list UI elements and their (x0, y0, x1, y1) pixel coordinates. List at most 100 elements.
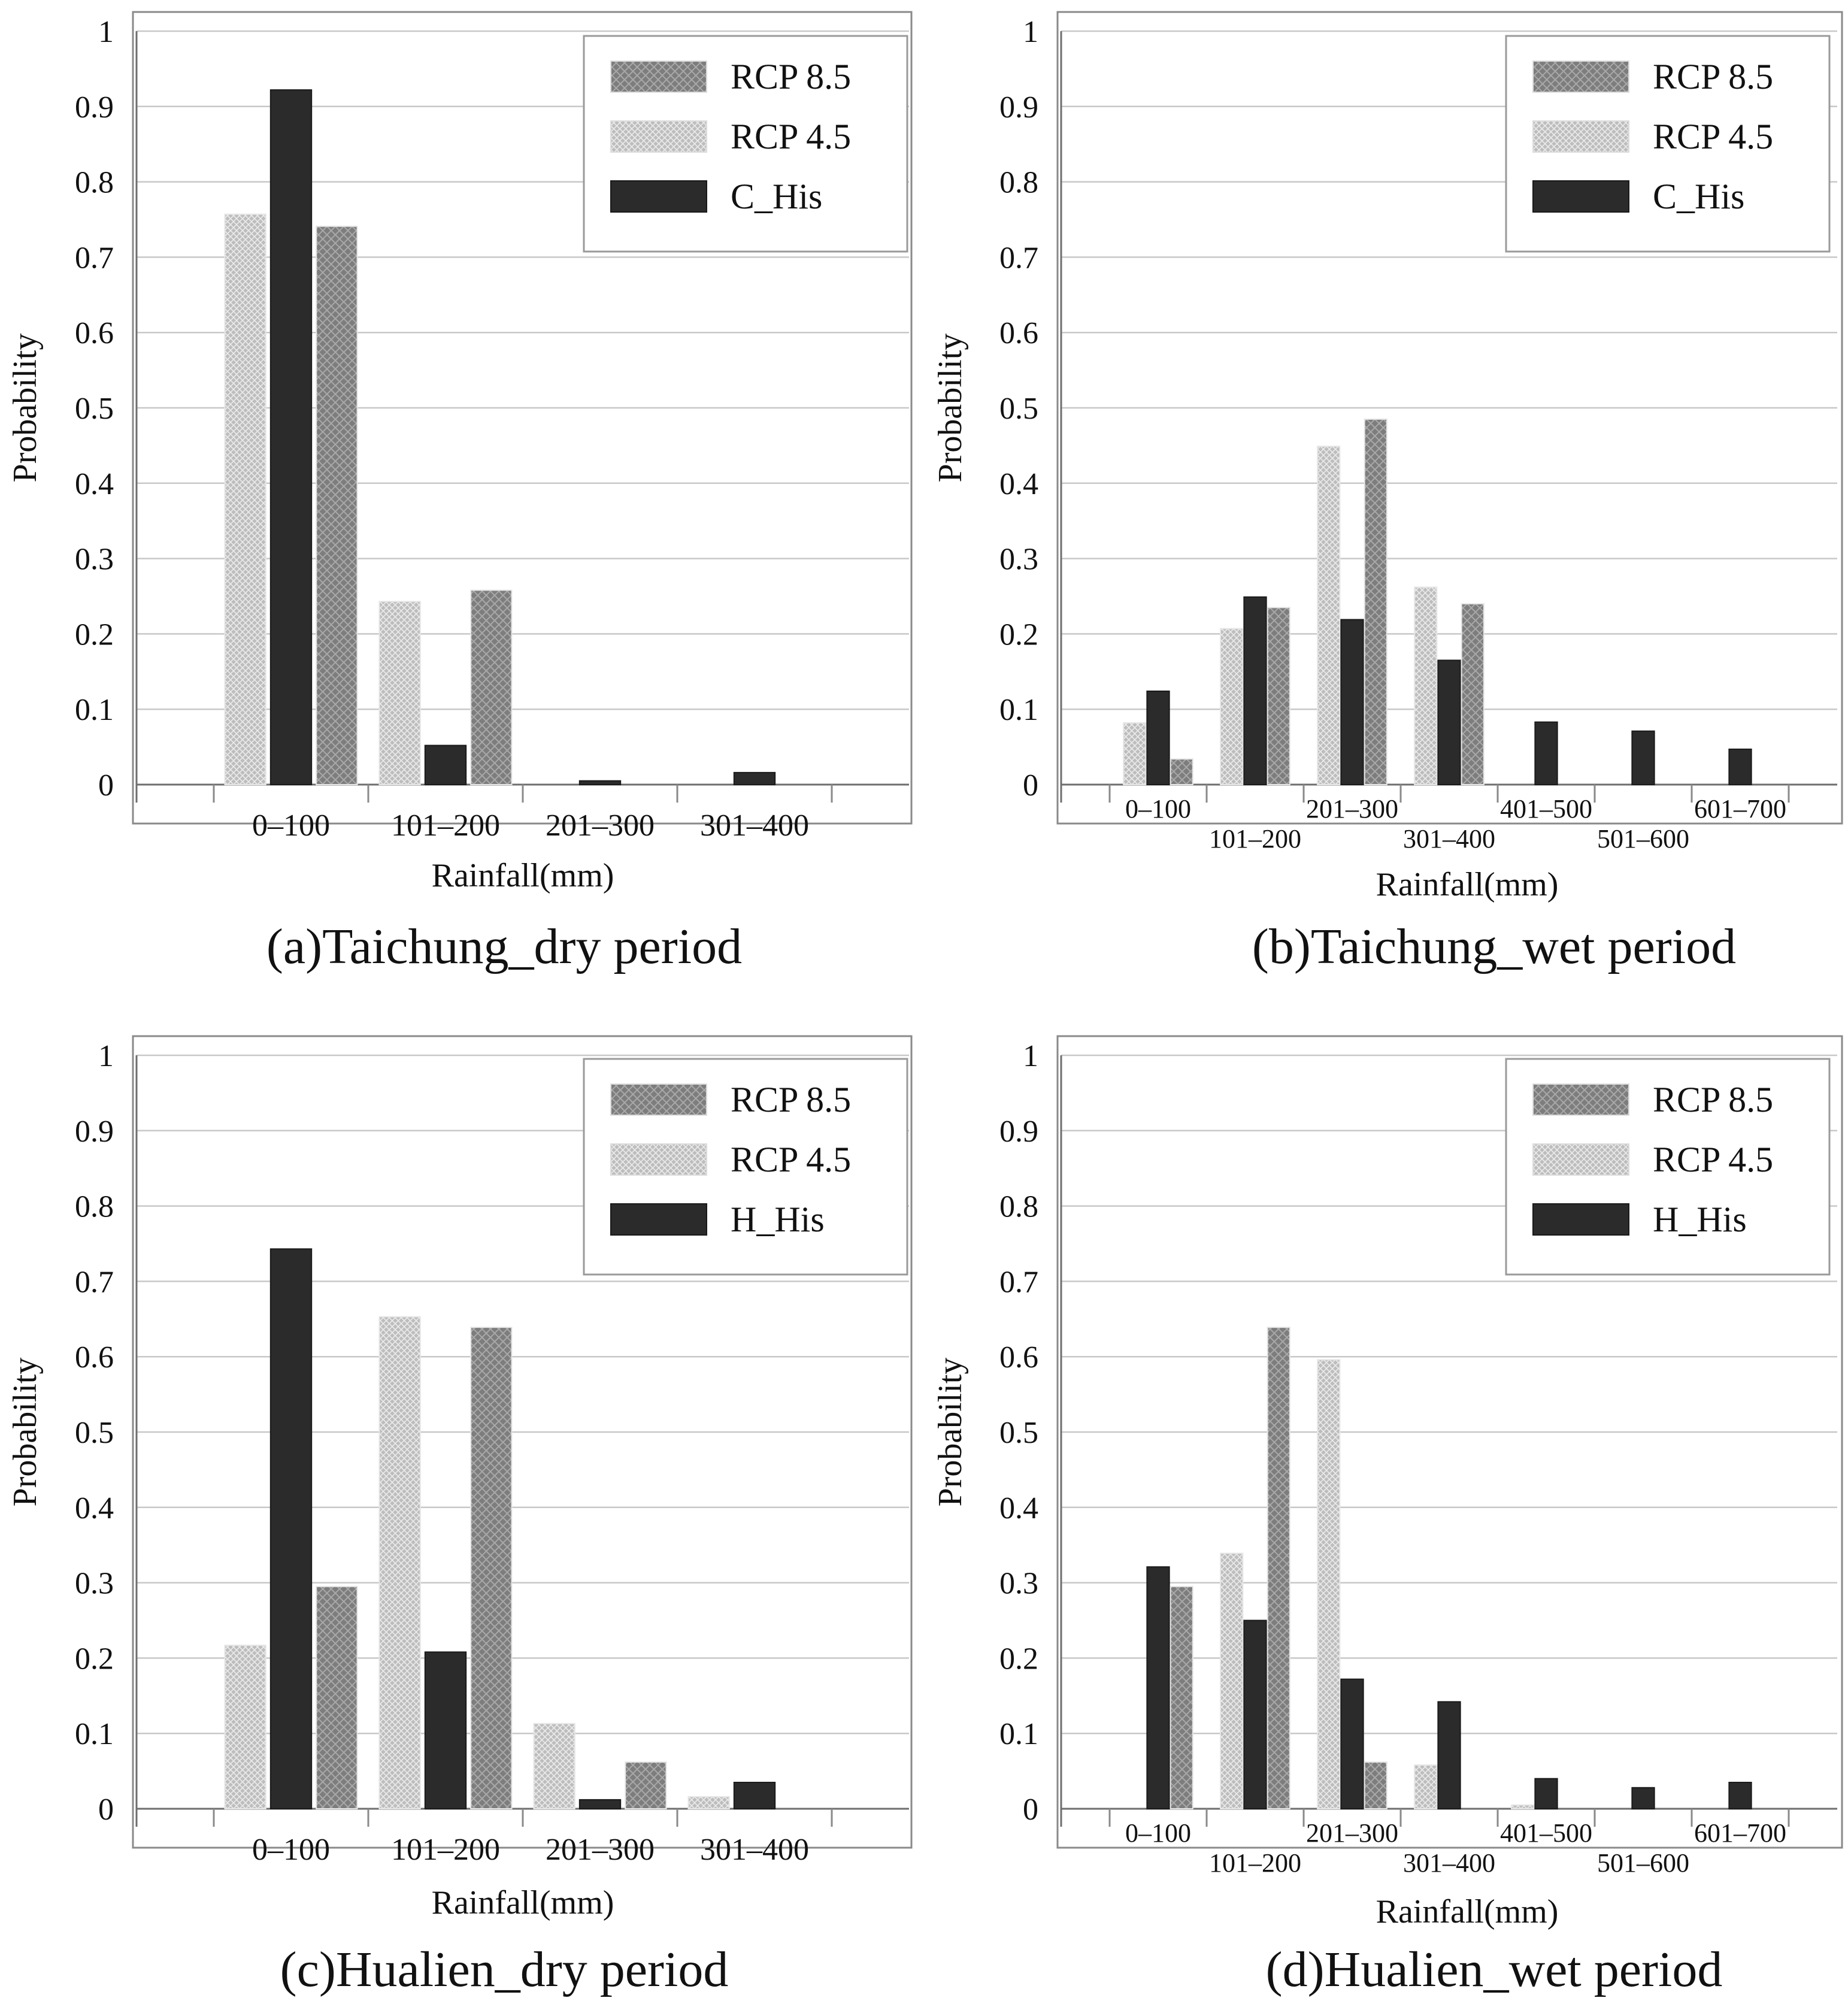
bar-his-6 (1728, 1781, 1752, 1809)
bar-rcp85-1 (470, 589, 513, 785)
legend-label-rcp85: RCP 8.5 (1653, 57, 1773, 96)
panel-caption: (d)Hualien_wet period (1266, 1942, 1723, 1997)
x-tick-label: 0–100 (1125, 1818, 1191, 1848)
chart-panel-2: 0 0.1 0.2 0.3 0.4 0.5 0.6 0.7 0.8 0.9 1 0–100 101–20… (7, 1035, 913, 1997)
x-tick-label: 301–400 (700, 1833, 809, 1867)
y-tick-label: 0.2 (75, 617, 114, 652)
y-tick-label: 0.5 (75, 1416, 114, 1450)
y-tick-label: 0.3 (999, 543, 1038, 577)
x-axis-title: Rainfall(mm) (1376, 866, 1559, 903)
y-tick-label: 0.2 (999, 617, 1038, 652)
bar-his-6 (1728, 748, 1752, 786)
bar-rcp85-0 (316, 225, 358, 785)
bar-his-1 (1243, 1619, 1267, 1809)
legend-label-his: C_His (1653, 177, 1744, 216)
y-tick-label: 0.9 (999, 90, 1038, 125)
y-tick-label: 0.7 (75, 1265, 114, 1299)
bar-rcp45-3 (687, 1796, 730, 1810)
bar-rcp85-3 (1461, 603, 1485, 786)
legend-swatch-his (1532, 1203, 1629, 1236)
x-tick-label: 301–400 (1403, 824, 1495, 853)
bar-his-2 (578, 1799, 622, 1810)
bar-his-3 (1437, 659, 1461, 786)
y-tick-label: 0.7 (75, 241, 114, 275)
panel-caption: (a)Taichung_dry period (266, 919, 742, 974)
y-tick-label: 0.3 (999, 1567, 1038, 1601)
bar-his-5 (1631, 1787, 1655, 1809)
y-tick-label: 0.6 (999, 1340, 1038, 1375)
y-tick-label: 0.9 (75, 1115, 114, 1149)
bar-rcp45-1 (378, 1316, 421, 1809)
y-axis-title: Probability (7, 334, 44, 483)
bar-rcp45-3 (1414, 586, 1438, 785)
y-tick-label: 0.1 (999, 1717, 1038, 1751)
x-tick-label: 601–700 (1694, 1818, 1786, 1848)
legend-label-his: H_His (1653, 1200, 1747, 1239)
y-tick-label: 0.4 (75, 1491, 114, 1525)
y-tick-label: 1 (1023, 15, 1038, 49)
chart-panel-0: 0 0.1 0.2 0.3 0.4 0.5 0.6 0.7 0.8 0.9 1 0–100 101–20… (7, 11, 913, 974)
bar-his-0 (1146, 691, 1170, 786)
y-tick-label: 0.8 (75, 166, 114, 200)
y-tick-label: 0.4 (999, 467, 1038, 501)
bar-his-2 (578, 780, 622, 785)
bar-rcp45-1 (378, 601, 421, 786)
y-tick-label: 0.9 (999, 1115, 1038, 1149)
y-tick-label: 0.4 (999, 1491, 1038, 1525)
legend-label-rcp85: RCP 8.5 (731, 1080, 851, 1119)
x-tick-label: 0–100 (252, 1833, 330, 1867)
x-tick-label: 0–100 (252, 809, 330, 843)
y-tick-label: 1 (98, 1039, 114, 1073)
legend-swatch-his (1532, 180, 1629, 213)
y-tick-label: 0.7 (999, 1265, 1038, 1299)
y-tick-label: 0.6 (75, 316, 114, 350)
bar-rcp45-1 (1220, 1552, 1244, 1810)
legend: RCP 8.5 RCP 4.5 C_His (1505, 35, 1831, 253)
bar-his-3 (733, 771, 776, 785)
bar-rcp45-4 (1511, 1804, 1535, 1809)
bar-rcp85-1 (1267, 607, 1290, 785)
x-tick-label: 101–200 (391, 1833, 500, 1867)
bar-rcp85-2 (1364, 1761, 1387, 1809)
legend-swatch-rcp45 (610, 1143, 707, 1176)
x-tick-label: 101–200 (1209, 1848, 1301, 1878)
y-tick-label: 1 (98, 15, 114, 49)
y-tick-label: 1 (1023, 1039, 1038, 1073)
bar-his-4 (1534, 1778, 1558, 1809)
panel-caption: (b)Taichung_wet period (1252, 919, 1736, 974)
bar-his-1 (424, 1651, 467, 1809)
x-tick-label: 501–600 (1597, 824, 1689, 853)
bar-rcp85-1 (470, 1327, 513, 1809)
legend-label-rcp45: RCP 4.5 (731, 1140, 851, 1179)
plot-frame (132, 11, 913, 825)
x-axis-title: Rainfall(mm) (432, 1884, 614, 1921)
x-tick-label: 101–200 (1209, 824, 1301, 853)
x-tick-label: 201–300 (1306, 794, 1398, 824)
bar-rcp45-2 (1317, 1359, 1341, 1809)
x-axis-title: Rainfall(mm) (1376, 1893, 1559, 1930)
legend-swatch-rcp45 (1532, 120, 1629, 153)
y-axis-title: Probability (7, 1358, 44, 1507)
bar-his-0 (269, 1248, 313, 1809)
bar-his-3 (1437, 1701, 1461, 1810)
legend-swatch-his (610, 180, 707, 213)
y-tick-label: 0.4 (75, 467, 114, 501)
legend-label-his: H_His (731, 1200, 825, 1239)
x-tick-label: 601–700 (1694, 794, 1786, 824)
bar-his-2 (1340, 619, 1364, 786)
x-tick-label: 201–300 (546, 1833, 655, 1867)
y-tick-label: 0.1 (75, 693, 114, 727)
x-tick-label: 201–300 (1306, 1818, 1398, 1848)
legend-label-his: C_His (731, 177, 822, 216)
bar-rcp45-1 (1220, 628, 1244, 785)
y-tick-label: 0.8 (999, 1190, 1038, 1224)
bar-his-3 (733, 1781, 776, 1809)
y-tick-label: 0 (1023, 768, 1038, 803)
legend-label-rcp45: RCP 4.5 (1653, 1140, 1773, 1179)
y-tick-label: 0.5 (75, 392, 114, 426)
bar-rcp45-0 (224, 1645, 266, 1809)
bar-his-5 (1631, 730, 1655, 786)
y-tick-label: 0.1 (999, 693, 1038, 727)
y-axis-title: Probability (932, 334, 969, 483)
bar-rcp85-0 (316, 1585, 358, 1809)
